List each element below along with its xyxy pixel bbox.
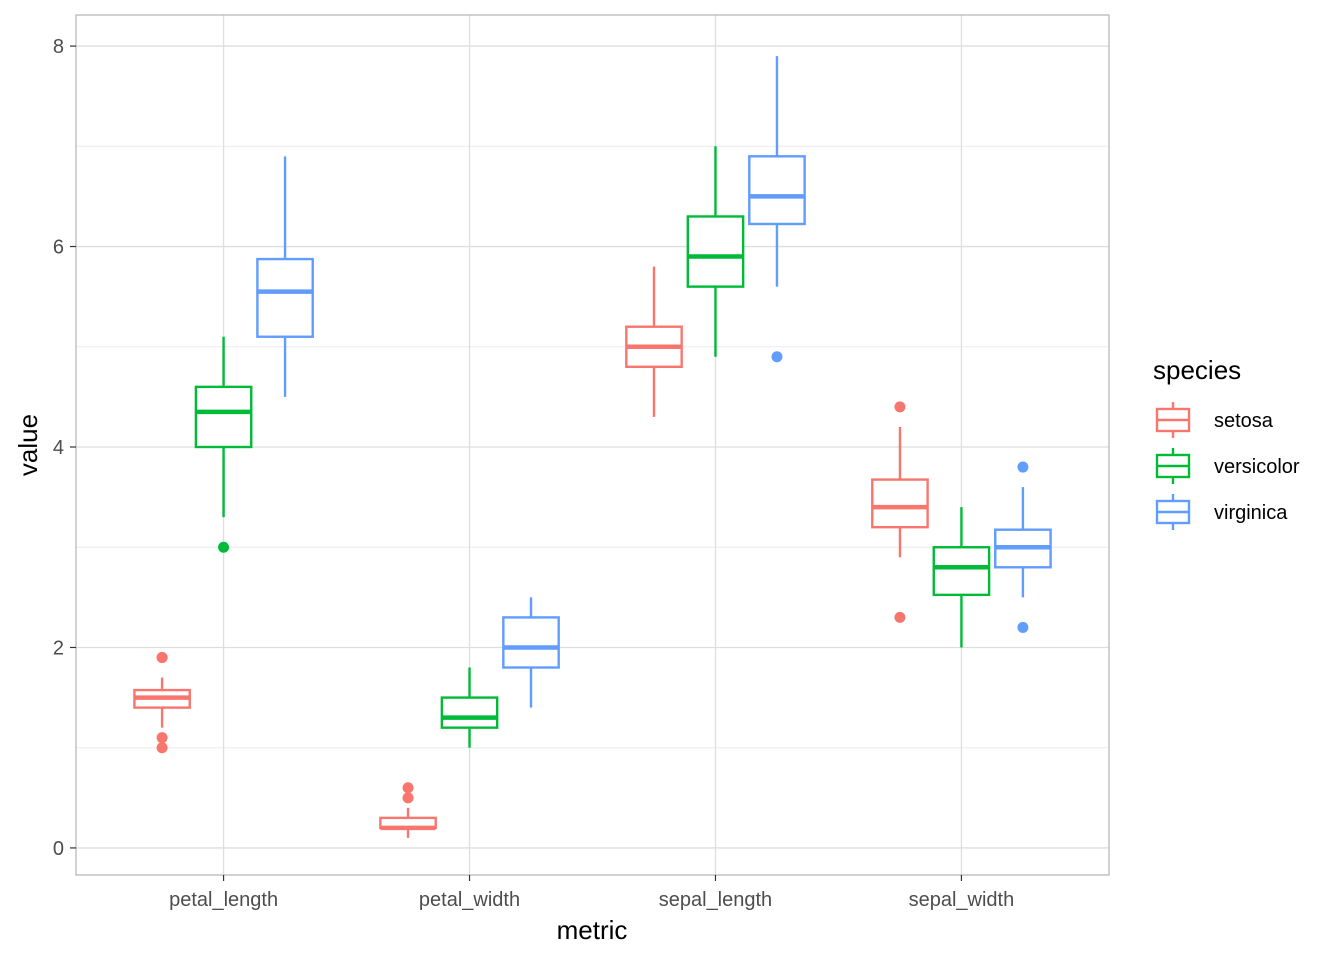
outlier-point	[402, 782, 414, 794]
legend-key-virginica: virginica	[1155, 494, 1288, 530]
box-iqr	[932, 546, 991, 597]
box-iqr	[440, 696, 499, 729]
box-iqr	[748, 155, 806, 226]
box-iqr	[871, 478, 929, 529]
legend: species setosa versicolor virginica	[1153, 355, 1300, 530]
major-gridlines	[76, 15, 1109, 875]
y-tick-label: 4	[53, 437, 64, 459]
y-tick-label: 6	[53, 237, 64, 259]
y-tick-label: 8	[53, 36, 64, 58]
box-versicolor-sepal_length	[686, 146, 745, 357]
outlier-point	[156, 732, 168, 744]
box-iqr	[502, 616, 560, 669]
x-tick-label: sepal_width	[909, 889, 1015, 911]
box-versicolor-petal_length	[194, 336, 253, 553]
box-setosa-petal_width	[379, 782, 437, 838]
box-iqr	[256, 257, 314, 338]
legend-label: versicolor	[1214, 456, 1300, 478]
x-tick-label: sepal_length	[659, 889, 772, 911]
plot-panel	[75, 14, 1110, 876]
outlier-point	[1017, 461, 1029, 473]
outlier-point	[156, 651, 168, 663]
x-tick-label: petal_width	[419, 889, 520, 911]
outlier-point	[894, 401, 906, 413]
box-virginica-sepal_length	[748, 56, 806, 363]
x-axis-title: metric	[557, 915, 628, 945]
x-tick-label: petal_length	[169, 889, 278, 911]
panel-border	[75, 14, 1110, 876]
box-virginica-sepal_width	[994, 461, 1052, 633]
box-virginica-petal_width	[502, 597, 560, 708]
outlier-point	[1017, 621, 1029, 633]
box-setosa-petal_length	[133, 651, 191, 754]
outlier-point	[156, 742, 168, 754]
box-setosa-sepal_length	[625, 266, 683, 417]
x-axis: petal_length petal_width sepal_length sepal…	[169, 875, 1014, 911]
box-virginica-petal_length	[256, 156, 314, 397]
legend-label: virginica	[1214, 502, 1288, 524]
legend-key-versicolor: versicolor	[1155, 448, 1300, 484]
box-iqr	[194, 385, 253, 449]
legend-key-setosa: setosa	[1155, 402, 1274, 438]
y-tick-label: 2	[53, 637, 64, 659]
outlier-point	[218, 541, 230, 553]
legend-keys: setosa versicolor virginica	[1155, 402, 1300, 530]
outlier-point	[894, 611, 906, 623]
y-axis: 0 2 4 6 8	[53, 36, 76, 860]
outlier-point	[771, 351, 783, 363]
y-axis-title: value	[13, 414, 43, 476]
box-versicolor-petal_width	[440, 667, 499, 748]
y-tick-label: 0	[53, 838, 64, 860]
box-setosa-sepal_width	[871, 401, 929, 623]
box-versicolor-sepal_width	[932, 507, 991, 648]
legend-label: setosa	[1214, 410, 1274, 432]
outlier-point	[402, 792, 414, 804]
box-iqr	[686, 215, 745, 288]
box-layer	[133, 56, 1052, 838]
legend-title: species	[1153, 355, 1241, 385]
